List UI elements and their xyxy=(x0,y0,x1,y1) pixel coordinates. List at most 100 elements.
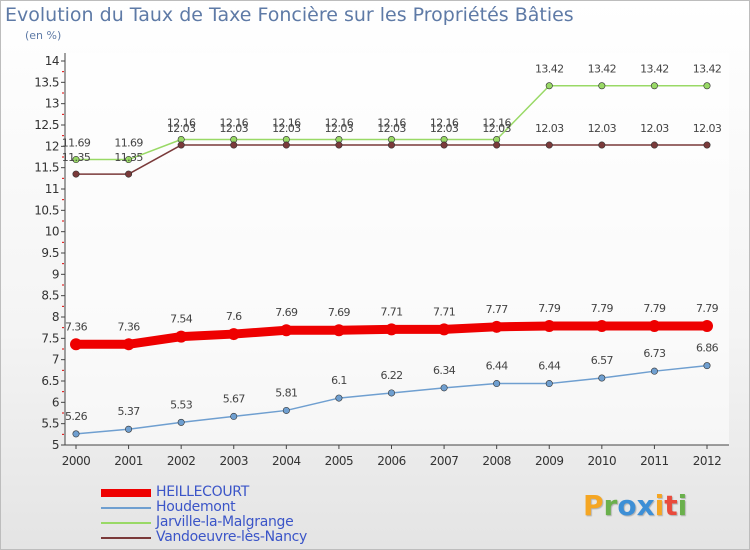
logo-letter: o xyxy=(617,489,637,522)
data-point xyxy=(385,323,398,336)
y-tick-label: 7 xyxy=(52,353,59,367)
data-point xyxy=(230,412,238,420)
data-label: 7.79 xyxy=(696,302,719,315)
data-label: 11.35 xyxy=(114,151,143,164)
data-point xyxy=(72,430,80,438)
data-point xyxy=(387,141,395,149)
data-point xyxy=(545,380,553,388)
x-tick-label: 2001 xyxy=(114,454,143,468)
data-point xyxy=(230,141,238,149)
chart-title: Evolution du Taux de Taxe Foncière sur l… xyxy=(5,4,574,26)
data-point xyxy=(648,319,661,332)
data-point xyxy=(703,82,711,90)
data-point xyxy=(545,82,553,90)
x-tick-label: 2009 xyxy=(535,454,564,468)
legend-swatch xyxy=(101,489,151,497)
y-tick-label: 12.5 xyxy=(34,118,59,132)
legend-label: Jarville-la-Malgrange xyxy=(156,514,294,530)
y-tick-label: 6 xyxy=(52,395,59,409)
data-label: 6.44 xyxy=(486,360,509,373)
data-point xyxy=(598,141,606,149)
data-point xyxy=(175,330,188,343)
y-tick-label: 11.5 xyxy=(34,161,59,175)
data-label: 5.67 xyxy=(223,392,246,405)
data-point xyxy=(703,362,711,370)
logo-letter: i xyxy=(654,489,665,522)
data-point xyxy=(701,319,713,332)
data-label: 5.53 xyxy=(170,398,193,411)
data-point xyxy=(595,319,608,332)
data-label: 6.57 xyxy=(591,354,614,367)
data-point xyxy=(650,82,658,90)
proxiti-logo: Proxiti xyxy=(583,489,687,522)
y-axis-unit-label: (en %) xyxy=(25,29,62,42)
y-tick-label: 5 xyxy=(52,438,59,452)
data-point xyxy=(703,141,711,149)
data-point xyxy=(332,324,345,337)
data-label: 13.42 xyxy=(693,63,722,76)
data-point xyxy=(650,141,658,149)
legend-label: Houdemont xyxy=(156,499,236,515)
data-label: 12.16 xyxy=(272,117,301,130)
data-label: 12.03 xyxy=(693,122,722,135)
data-label: 12.16 xyxy=(377,117,406,130)
y-tick-label: 7.5 xyxy=(41,331,59,345)
data-label: 7.71 xyxy=(380,305,402,318)
data-label: 12.03 xyxy=(535,122,564,135)
data-label: 6.73 xyxy=(643,347,666,360)
data-label: 11.69 xyxy=(62,137,91,150)
legend-swatch xyxy=(101,522,151,524)
data-label: 6.22 xyxy=(380,369,402,382)
data-point xyxy=(493,141,501,149)
data-point xyxy=(493,380,501,388)
data-label: 12.03 xyxy=(377,122,406,135)
y-tick-label: 12 xyxy=(45,139,59,153)
data-label: 11.69 xyxy=(114,137,143,150)
logo-letter: t xyxy=(664,489,678,522)
data-label: 12.03 xyxy=(272,122,301,135)
data-label: 6.44 xyxy=(538,360,561,373)
plot-area xyxy=(65,53,729,445)
data-label: 5.37 xyxy=(118,405,141,418)
data-label: 5.26 xyxy=(65,410,88,423)
data-point xyxy=(125,156,133,164)
data-label: 7.69 xyxy=(328,306,351,319)
data-label: 12.03 xyxy=(325,122,354,135)
data-label: 13.42 xyxy=(535,63,564,76)
data-label: 12.16 xyxy=(482,117,511,130)
data-label: 12.16 xyxy=(167,117,196,130)
data-label: 11.35 xyxy=(62,151,91,164)
y-tick-label: 11 xyxy=(45,182,59,196)
legend-swatch xyxy=(101,507,151,509)
data-point xyxy=(543,319,556,332)
data-point xyxy=(650,367,658,375)
x-tick-label: 2002 xyxy=(167,454,196,468)
data-label: 7.79 xyxy=(538,302,561,315)
x-tick-label: 2010 xyxy=(588,454,617,468)
data-label: 12.03 xyxy=(482,122,511,135)
y-tick-label: 6.5 xyxy=(41,374,59,388)
logo-letter: r xyxy=(603,489,618,522)
x-tick-label: 2005 xyxy=(325,454,354,468)
x-tick-label: 2000 xyxy=(62,454,91,468)
logo-letter: P xyxy=(583,489,604,522)
data-point xyxy=(598,374,606,382)
data-point xyxy=(282,406,290,414)
data-label: 12.03 xyxy=(430,122,459,135)
logo-letter: i xyxy=(677,489,688,522)
data-point xyxy=(490,320,503,333)
data-point xyxy=(227,328,240,341)
data-label: 7.69 xyxy=(275,306,298,319)
legend-swatch xyxy=(101,537,151,539)
x-tick-label: 2011 xyxy=(640,454,669,468)
data-label: 13.42 xyxy=(588,63,617,76)
y-tick-label: 13.5 xyxy=(34,75,59,89)
data-point xyxy=(335,394,343,402)
data-point xyxy=(282,141,290,149)
x-tick-label: 2012 xyxy=(693,454,722,468)
data-label: 7.71 xyxy=(433,305,455,318)
data-point xyxy=(438,323,451,336)
data-label: 12.03 xyxy=(588,122,617,135)
